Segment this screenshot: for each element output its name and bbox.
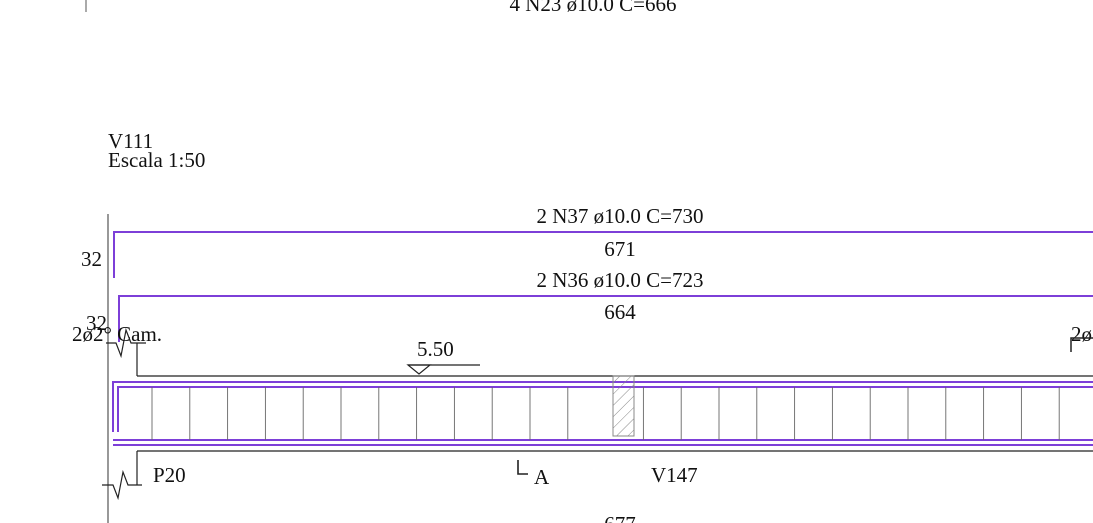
bar-top-hook: 32 bbox=[81, 247, 102, 271]
level-triangle-icon bbox=[406, 364, 432, 375]
stirrup-note: 2ø2° Cam. bbox=[72, 322, 162, 346]
bar-second-rebar bbox=[118, 295, 1093, 342]
bar-second-spec: 2 N36 ø10.0 C=723 bbox=[536, 268, 703, 292]
bar-second-length: 664 bbox=[604, 300, 636, 324]
bar-top-length: 671 bbox=[604, 237, 636, 261]
bar-second-hook: 32 bbox=[86, 311, 107, 335]
support-left-label: P20 bbox=[153, 463, 186, 487]
beam-top-rebar-inner bbox=[117, 386, 1093, 432]
right-cut-note: 2ø bbox=[1071, 322, 1092, 346]
break-symbol-bottom bbox=[102, 469, 142, 501]
section-mark-icon bbox=[517, 460, 528, 475]
cross-beam-hatch bbox=[612, 375, 635, 437]
top-cut-label: 4 N23 ø10.0 C=666 bbox=[509, 0, 676, 16]
right-cut-bracket bbox=[1070, 337, 1093, 352]
break-symbol-top bbox=[106, 327, 146, 359]
beam-name: V111 bbox=[108, 129, 153, 153]
beam-top-rebar-outer bbox=[112, 381, 1093, 432]
bar-top-rebar bbox=[113, 231, 1093, 278]
cross-beam-label: V147 bbox=[651, 463, 698, 487]
section-mark-label: A bbox=[534, 465, 550, 489]
bottom-length-label: 677 bbox=[604, 512, 636, 523]
scale-label: Escala 1:50 bbox=[108, 148, 205, 172]
stirrups-group bbox=[151, 387, 1060, 440]
bar-top-spec: 2 N37 ø10.0 C=730 bbox=[536, 204, 703, 228]
level-label: 5.50 bbox=[417, 337, 454, 361]
